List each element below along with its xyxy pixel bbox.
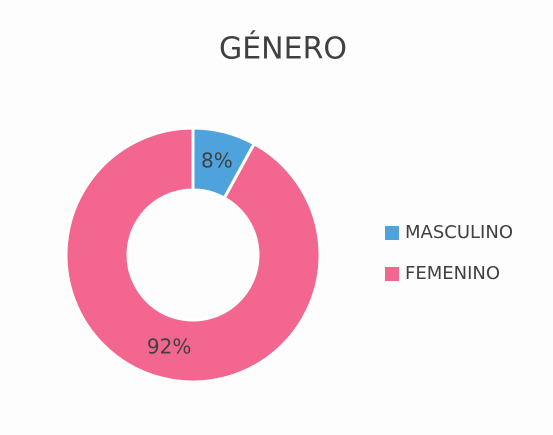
legend-label: MASCULINO [405,222,513,243]
data-label: 8% [201,149,233,173]
legend-marker [385,267,399,281]
chart-title: GÉNERO [219,31,347,67]
data-label: 92% [147,334,191,358]
legend-label: FEMENINO [405,263,500,284]
legend-marker [385,226,399,240]
donut-slice [64,126,322,384]
